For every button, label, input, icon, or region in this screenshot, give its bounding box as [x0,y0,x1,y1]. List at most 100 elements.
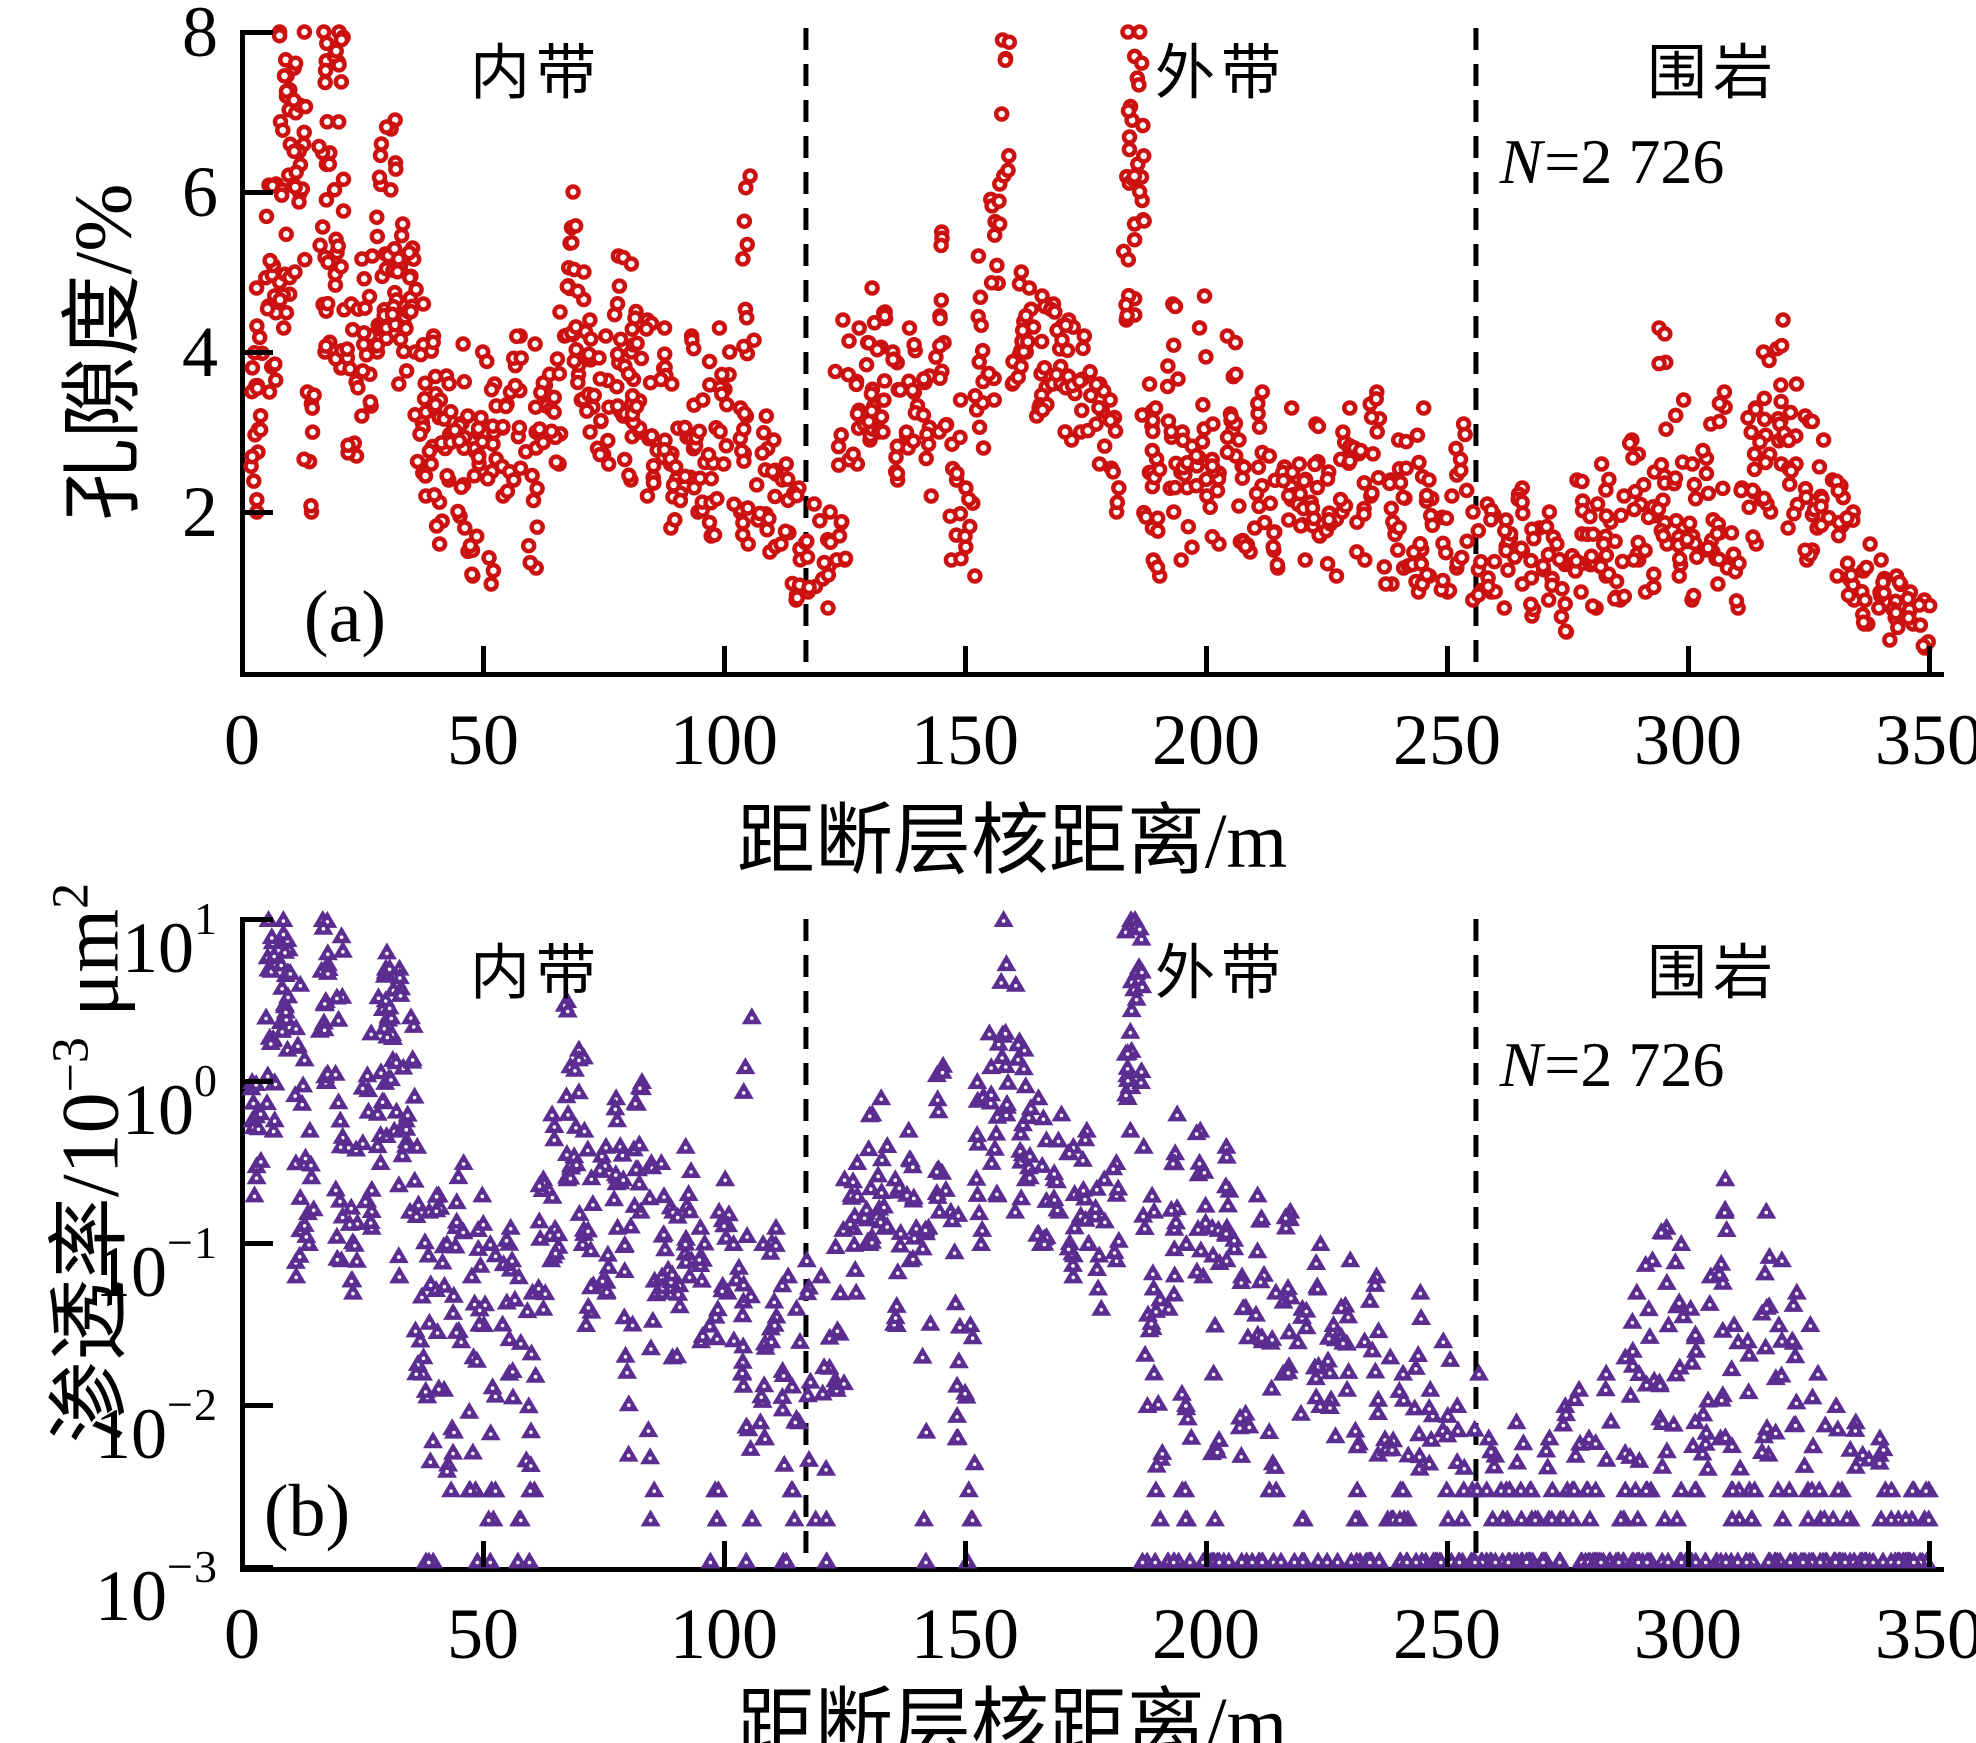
data-point-triangle-center-dot [1171,1162,1175,1166]
data-point-triangle [544,1129,565,1147]
data-point-triangle-center-dot [355,1260,359,1264]
data-point-triangle-center-dot [500,1323,505,1328]
data-point-circle [1075,340,1091,357]
data-point-circle [304,424,321,440]
data-point-triangle-center-dot [1719,1398,1724,1403]
data-point-triangle-center-dot [1417,1433,1421,1437]
data-point-triangle-center-dot [912,1196,916,1201]
data-point-triangle [774,1454,795,1472]
data-point-circle [1745,529,1761,545]
data-point-circle [949,465,965,482]
data-point-circle [858,356,875,373]
data-point-triangle-center-dot [944,1189,948,1193]
data-point-circle [1857,592,1873,608]
data-point-circle [1121,129,1138,145]
data-point-circle [1378,576,1394,592]
data-point-triangle [1533,1551,1554,1569]
data-point-triangle-center-dot [1376,1412,1380,1416]
data-point-triangle-center-dot [1199,1249,1203,1254]
data-point-triangle [1722,1436,1742,1453]
data-point-triangle [299,1120,320,1138]
data-point-triangle-center-dot [1514,1421,1519,1425]
data-point-triangle-center-dot [1446,1518,1450,1523]
data-point-triangle [1786,1392,1807,1410]
data-point-circle [972,289,989,306]
data-point-circle [1020,333,1036,350]
data-point-triangle [1347,1480,1368,1498]
data-point-circle [1000,162,1016,179]
data-point-triangle-center-dot [254,1176,259,1180]
data-point-triangle-center-dot [1643,1264,1648,1268]
data-point-triangle-center-dot [307,1243,311,1247]
data-point-circle [620,366,637,382]
data-point-triangle-center-dot [772,1300,776,1305]
data-point-triangle-center-dot [743,1066,748,1070]
data-point-triangle-center-dot [1801,1560,1805,1565]
data-point-triangle [618,1394,639,1412]
data-point-circle [1804,413,1821,430]
data-point-triangle-center-dot [980,1229,984,1233]
data-point-triangle [301,1167,322,1185]
data-point-triangle [1288,1332,1308,1350]
data-point-triangle [469,1299,490,1317]
data-point-triangle-center-dot [937,1210,942,1215]
data-point-triangle-center-dot [363,1200,368,1204]
data-point-triangle [367,1103,388,1121]
data-point-triangle-center-dot [1889,1518,1893,1523]
data-point-triangle [388,1175,409,1193]
data-point-triangle-center-dot [1818,1560,1822,1565]
data-point-triangle [1117,1057,1138,1075]
data-point-triangle [1793,1551,1813,1569]
data-point-circle [827,363,844,380]
data-point-triangle [604,1189,625,1207]
data-point-circle [369,337,386,354]
data-point-triangle [797,1385,818,1403]
data-point-triangle-center-dot [1780,1339,1784,1344]
data-point-circle [1269,557,1286,573]
data-point-triangle [1627,1509,1648,1527]
data-point-triangle [1261,1378,1282,1396]
data-point-circle [1912,617,1929,633]
data-point-triangle-center-dot [868,1114,872,1119]
data-point-triangle-center-dot [784,1560,789,1565]
data-point-triangle-center-dot [1462,1467,1467,1471]
data-point-triangle-center-dot [1197,1161,1202,1166]
data-point-triangle [1758,1551,1779,1569]
data-point-triangle-center-dot [416,1203,421,1208]
data-point-triangle-center-dot [741,1283,746,1288]
data-point-triangle-center-dot [1793,1355,1798,1360]
data-point-triangle-center-dot [510,1370,515,1374]
data-point-circle [1145,412,1161,429]
data-point-triangle [1166,1212,1186,1230]
data-point-triangle [708,1480,729,1498]
data-point-circle [593,412,609,429]
data-point-circle [1424,517,1441,534]
panel-a-x-tick [1927,646,1932,672]
data-point-triangle-center-dot [1111,1167,1116,1172]
data-point-triangle-center-dot [606,1266,611,1270]
data-point-circle [569,283,586,299]
data-point-triangle-center-dot [1762,1435,1766,1440]
data-point-circle [1126,231,1143,248]
data-point-triangle-center-dot [1693,1333,1698,1338]
data-point-triangle [776,1551,797,1569]
data-point-circle [1147,400,1164,416]
data-point-triangle-center-dot [1724,1560,1728,1565]
data-point-triangle [303,1199,324,1217]
data-point-triangle [1032,1155,1053,1173]
data-point-circle [470,449,487,466]
data-point-triangle-center-dot [1112,1251,1117,1255]
data-point-triangle [1591,1551,1611,1569]
panel-b-y-tick-label: 10−1 [95,1217,218,1312]
data-point-circle [989,257,1005,274]
data-point-circle [1635,476,1652,493]
data-point-circle [695,392,711,408]
data-point-circle [356,271,372,287]
data-point-circle [330,238,346,254]
data-point-circle [267,372,284,388]
data-point-triangle [669,1296,690,1314]
data-point-triangle-center-dot [1035,1233,1039,1238]
data-point-circle [1131,183,1148,200]
data-point-circle [441,375,457,392]
data-point-triangle-center-dot [1004,1113,1009,1118]
